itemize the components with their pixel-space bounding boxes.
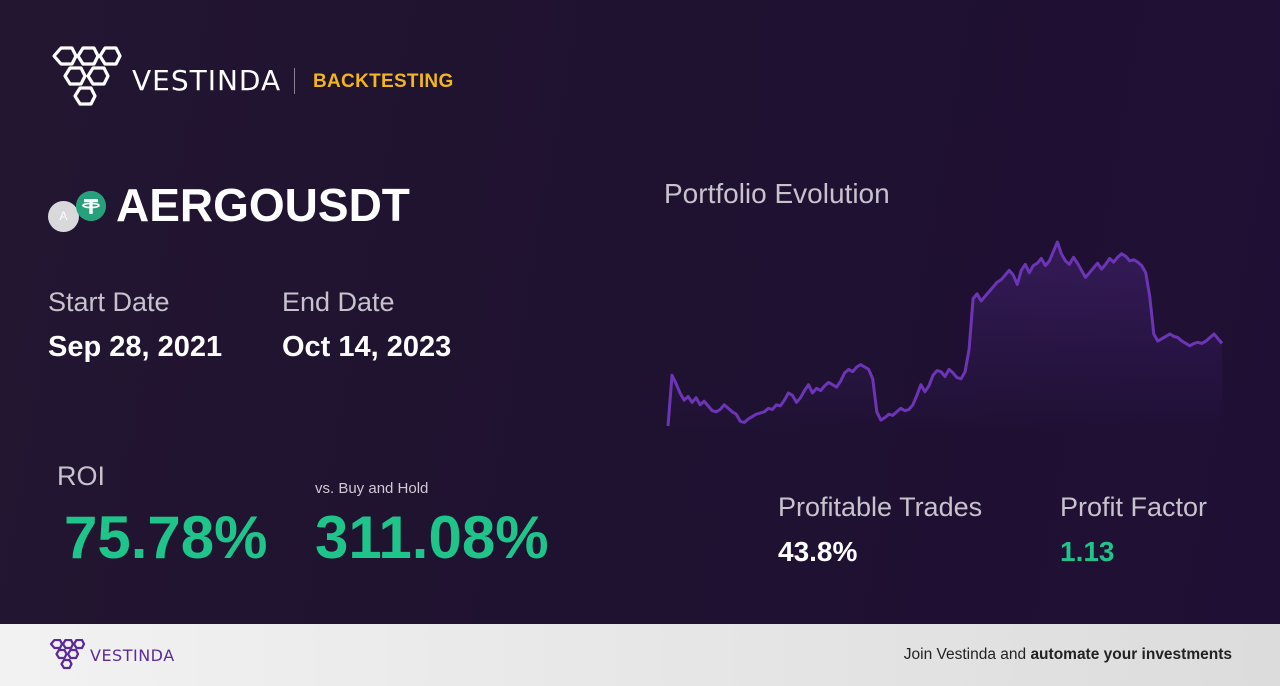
profit-factor-label: Profit Factor — [1060, 492, 1208, 522]
end-date-label: End Date — [282, 287, 395, 317]
profitable-trades-label: Profitable Trades — [778, 492, 983, 522]
summary-panel: VESTINDA BACKTESTING A AERGOUSDT Start D… — [0, 0, 1280, 624]
cta-prefix: Join Vestinda and — [903, 646, 1031, 663]
chart-area-fill — [668, 242, 1222, 432]
start-date-value: Sep 28, 2021 — [48, 331, 223, 363]
portfolio-chart — [666, 240, 1224, 432]
chart-title: Portfolio Evolution — [664, 178, 890, 209]
vestinda-logo-icon — [52, 46, 122, 106]
cta-bold: automate your investments — [1030, 646, 1232, 663]
start-date-label: Start Date — [48, 287, 170, 317]
tagline: BACKTESTING — [313, 71, 454, 92]
vestinda-footer-logo-icon[interactable] — [48, 639, 86, 673]
footer-cta-link[interactable]: Join Vestinda and automate your investme… — [904, 646, 1232, 664]
base-coin-icon: A — [48, 201, 79, 232]
profitable-trades-value: 43.8% — [778, 536, 858, 567]
trading-pair: AERGOUSDT — [116, 179, 410, 231]
end-date-value: Oct 14, 2023 — [282, 331, 452, 363]
vs-buy-hold-label: vs. Buy and Hold — [315, 480, 429, 497]
chart-series-line — [666, 240, 1224, 427]
roi-value: 75.78% — [64, 504, 268, 571]
tether-icon — [76, 191, 106, 221]
brand-divider — [294, 68, 295, 94]
roi-label: ROI — [57, 461, 106, 491]
footer-brand[interactable]: VESTINDA — [90, 646, 175, 665]
brand-name: VESTINDA — [132, 64, 282, 97]
vs-buy-hold-value: 311.08% — [315, 504, 549, 571]
footer-bar — [0, 624, 1280, 686]
profit-factor-value: 1.13 — [1060, 536, 1115, 567]
